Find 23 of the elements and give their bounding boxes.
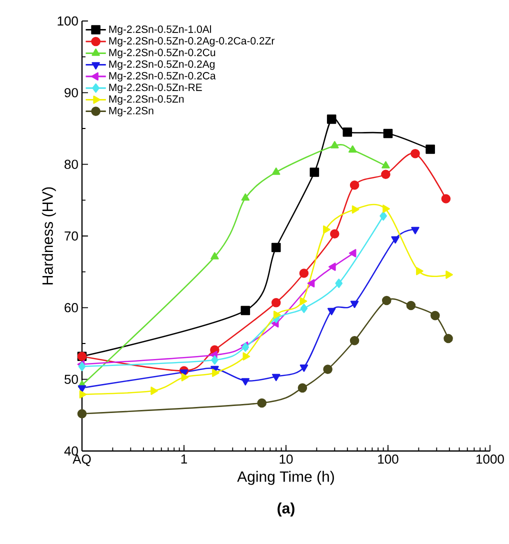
legend-label: Mg-2.2Sn-0.5Zn-0.2Ag-0.2Ca-0.2Zr: [109, 37, 275, 47]
y-tick-label: 80: [64, 160, 78, 169]
y-tick-label: 100: [58, 16, 78, 26]
y-tick-label: 70: [64, 231, 78, 241]
y-axis-title: Hardness (HV): [42, 187, 56, 284]
y-tick-label: 90: [64, 88, 78, 98]
x-axis-title: Aging Time (h): [237, 470, 334, 485]
legend-label: Mg-2.2Sn-0.5Zn: [109, 95, 184, 105]
y-tick-label: 60: [64, 303, 78, 312]
text: (a): [278, 502, 294, 516]
legend-label: Mg-2.2Sn-0.5Zn-0.2Cu: [109, 48, 216, 58]
legend-label: Mg-2.2Sn-0.5Zn-0.2Ag: [109, 60, 215, 70]
y-tick-label: 50: [64, 374, 78, 384]
legend-label: Mg-2.2Sn-0.5Zn-RE: [109, 84, 202, 94]
legend-label: Mg-2.2Sn: [109, 106, 154, 116]
x-tick-label: 1000: [476, 454, 504, 464]
legend-label: Mg-2.2Sn-0.5Zn-1.0Al: [109, 25, 211, 35]
y-tick-label: 40: [64, 446, 78, 456]
x-tick-label: 10: [280, 454, 293, 464]
x-tick-label: 1: [181, 454, 187, 464]
legend-label: Mg-2.2Sn-0.5Zn-0.2Ca: [109, 72, 216, 82]
x-tick-label: 100: [378, 454, 398, 464]
x-tick-label: AQ: [72, 454, 91, 466]
